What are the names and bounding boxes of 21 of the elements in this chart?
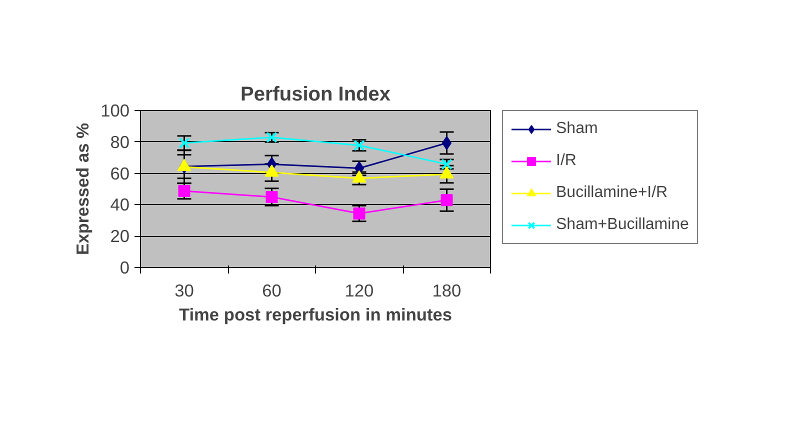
legend-label: I/R xyxy=(556,152,576,170)
x-tick-label: 180 xyxy=(432,280,462,300)
point xyxy=(353,207,366,220)
y-tick-label: 0 xyxy=(120,258,130,278)
y-tick-label: 20 xyxy=(110,226,130,246)
y-tick-label: 40 xyxy=(110,194,130,215)
y-tick-label: 100 xyxy=(100,100,130,120)
legend-label: Sham xyxy=(556,120,598,138)
chart-title: Perfusion Index xyxy=(240,84,391,106)
y-tick-label: 60 xyxy=(110,163,130,184)
point xyxy=(266,191,278,204)
x-axis-title: Time post reperfusion in minutes xyxy=(178,304,452,324)
point xyxy=(440,194,453,206)
y-axis-title: Expressed as % xyxy=(72,123,93,255)
legend-label: Sham+Bucillamine xyxy=(556,216,689,234)
x-tick-label: 30 xyxy=(174,280,194,300)
legend-label: Bucillamine+I/R xyxy=(556,184,668,202)
point xyxy=(442,136,452,150)
x-tick-label: 120 xyxy=(344,280,374,300)
x-tick-label: 60 xyxy=(262,280,282,300)
y-tick-label: 80 xyxy=(110,132,130,152)
